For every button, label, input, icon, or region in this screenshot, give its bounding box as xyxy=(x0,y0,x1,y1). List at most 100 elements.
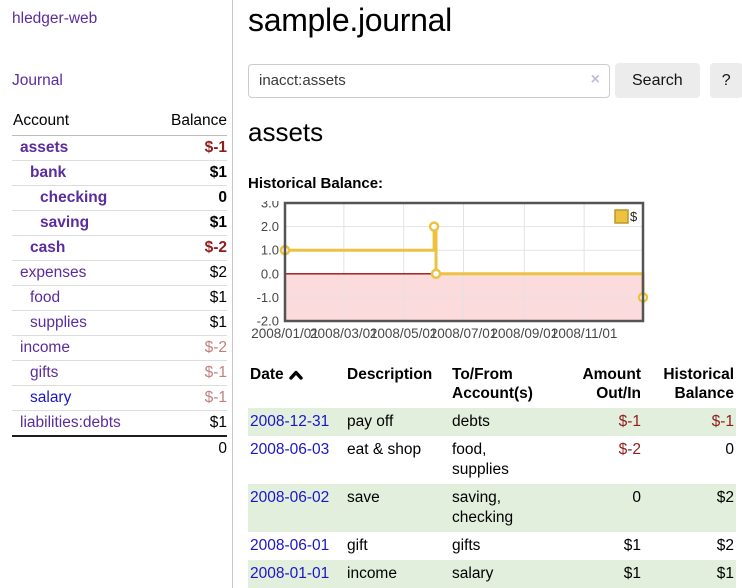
account-link[interactable]: assets xyxy=(20,139,69,156)
transaction-balance: 0 xyxy=(725,441,734,458)
transaction-date-link[interactable]: 2008-06-03 xyxy=(250,441,330,458)
transaction-balance: $2 xyxy=(716,537,734,554)
search-button[interactable]: Search xyxy=(615,63,700,98)
account-row: food $1 xyxy=(12,285,227,311)
search-input-wrap: × xyxy=(248,63,610,98)
account-row: cash $-2 xyxy=(12,235,227,261)
transaction-accounts: gifts xyxy=(452,537,481,554)
transaction-row[interactable]: 2008-06-01 gift gifts $1 $2 xyxy=(248,532,736,560)
account-balance: $1 xyxy=(153,285,227,311)
account-link[interactable]: liabilities:debts xyxy=(20,414,121,431)
brand-link[interactable]: hledger-web xyxy=(12,10,98,27)
transaction-amount: $-2 xyxy=(618,441,641,458)
account-link[interactable]: checking xyxy=(40,189,108,206)
account-row: liabilities:debts $1 xyxy=(12,410,227,436)
account-balance: $1 xyxy=(153,160,227,186)
account-link[interactable]: expenses xyxy=(20,264,87,281)
svg-text:2008/03/01: 2008/03/01 xyxy=(310,326,378,341)
svg-text:2008/07/01: 2008/07/01 xyxy=(430,326,498,341)
chart-svg: $3.0 2.0 1.0 0.0 -1.0 -2.02008/01/012008/03/0… xyxy=(251,201,648,341)
clear-search-icon[interactable]: × xyxy=(590,70,600,88)
transactions-header-row: Date Description To/From Account(s) Amou… xyxy=(248,363,736,408)
transactions-header-date[interactable]: Date xyxy=(248,363,345,408)
accounts-header-account: Account xyxy=(12,110,154,136)
account-balance: $-2 xyxy=(153,235,227,261)
account-link[interactable]: cash xyxy=(30,239,66,256)
transaction-amount: 0 xyxy=(632,489,641,506)
svg-text:2008/01/01: 2008/01/01 xyxy=(251,326,319,341)
account-link[interactable]: food xyxy=(30,289,61,306)
transactions-table: Date Description To/From Account(s) Amou… xyxy=(248,363,736,588)
svg-text:-2.0: -2.0 xyxy=(257,314,279,329)
transaction-accounts: salary xyxy=(452,565,494,582)
transaction-row[interactable]: 2008-06-03 eat & shop food, supplies $-2 0 xyxy=(248,436,736,484)
transaction-balance: $1 xyxy=(716,565,734,582)
accounts-header-balance: Balance xyxy=(153,110,227,136)
main-content: sample.journal × Search ? assets Histori… xyxy=(233,0,742,588)
account-balance: $-1 xyxy=(153,385,227,411)
account-row: salary $-1 xyxy=(12,385,227,411)
account-link[interactable]: income xyxy=(20,339,70,356)
transaction-row[interactable]: 2008-06-02 save saving, checking 0 $2 xyxy=(248,484,736,532)
account-link[interactable]: gifts xyxy=(30,364,59,381)
transaction-date-link[interactable]: 2008-12-31 xyxy=(250,413,330,430)
transaction-row[interactable]: 2008-12-31 pay off debts $-1 $-1 xyxy=(248,408,736,436)
transaction-balance: $2 xyxy=(716,489,734,506)
account-link[interactable]: bank xyxy=(30,164,67,181)
svg-text:2008/09/01: 2008/09/01 xyxy=(491,326,559,341)
sidebar-item-journal[interactable]: Journal xyxy=(12,72,63,89)
transactions-header-amount: Amount Out/In xyxy=(582,366,641,402)
account-link[interactable]: supplies xyxy=(30,314,87,331)
svg-text:$: $ xyxy=(630,209,638,224)
svg-text:2008/11/01: 2008/11/01 xyxy=(551,326,618,341)
accounts-total-value: 0 xyxy=(153,435,227,462)
account-balance: $1 xyxy=(153,210,227,236)
svg-text:2.0: 2.0 xyxy=(261,219,279,234)
account-balance: $-2 xyxy=(153,335,227,361)
account-row: expenses $2 xyxy=(12,260,227,286)
transaction-balance: $-1 xyxy=(711,413,734,430)
account-row: bank $1 xyxy=(12,160,227,186)
transaction-description: income xyxy=(347,565,397,582)
svg-text:-1.0: -1.0 xyxy=(257,290,279,305)
transaction-amount: $1 xyxy=(623,537,641,554)
transaction-amount: $-1 xyxy=(618,413,641,430)
account-balance: $1 xyxy=(153,410,227,436)
account-row: checking 0 xyxy=(12,185,227,211)
accounts-table-header: Account Balance xyxy=(12,110,227,136)
account-row: income $-2 xyxy=(12,335,227,361)
account-link[interactable]: salary xyxy=(30,389,72,406)
transaction-date-link[interactable]: 2008-06-02 xyxy=(250,489,330,506)
transactions-header-description: Description xyxy=(347,366,433,383)
transaction-amount: $1 xyxy=(623,565,641,582)
transaction-row[interactable]: 2008-01-01 income salary $1 $1 xyxy=(248,560,736,588)
page-title: sample.journal xyxy=(248,2,452,38)
account-title: assets xyxy=(248,117,324,147)
transaction-description: eat & shop xyxy=(347,441,422,458)
transaction-date-link[interactable]: 2008-01-01 xyxy=(250,565,330,582)
historical-balance-chart: $3.0 2.0 1.0 0.0 -1.0 -2.0 2008/01/01 2008/03/0… xyxy=(248,201,742,345)
account-balance: $2 xyxy=(153,260,227,286)
accounts-total-row: 0 xyxy=(12,435,227,462)
transaction-description: save xyxy=(347,489,380,506)
svg-text:3.0: 3.0 xyxy=(261,201,279,211)
help-button[interactable]: ? xyxy=(709,63,742,98)
account-balance: $1 xyxy=(153,310,227,336)
sort-ascending-icon xyxy=(288,370,303,380)
transaction-accounts: food, supplies xyxy=(452,441,509,478)
account-link[interactable]: saving xyxy=(40,214,90,231)
account-balance: $-1 xyxy=(153,360,227,386)
accounts-table: Account Balance assets $-1 bank $1 checking 0… xyxy=(12,110,227,462)
transaction-accounts: saving, checking xyxy=(452,489,514,526)
search-input[interactable] xyxy=(248,63,610,98)
account-balance: $-1 xyxy=(204,139,227,156)
sidebar: hledger-web Journal Account Balance asse… xyxy=(0,0,233,588)
transaction-description: pay off xyxy=(347,413,394,430)
transactions-header-accounts: To/From Account(s) xyxy=(452,366,533,402)
svg-text:2008/05/01: 2008/05/01 xyxy=(370,326,438,341)
transaction-accounts: debts xyxy=(452,413,490,430)
account-row: gifts $-1 xyxy=(12,360,227,386)
transaction-date-link[interactable]: 2008-06-01 xyxy=(250,537,330,554)
svg-text:1.0: 1.0 xyxy=(261,243,279,258)
